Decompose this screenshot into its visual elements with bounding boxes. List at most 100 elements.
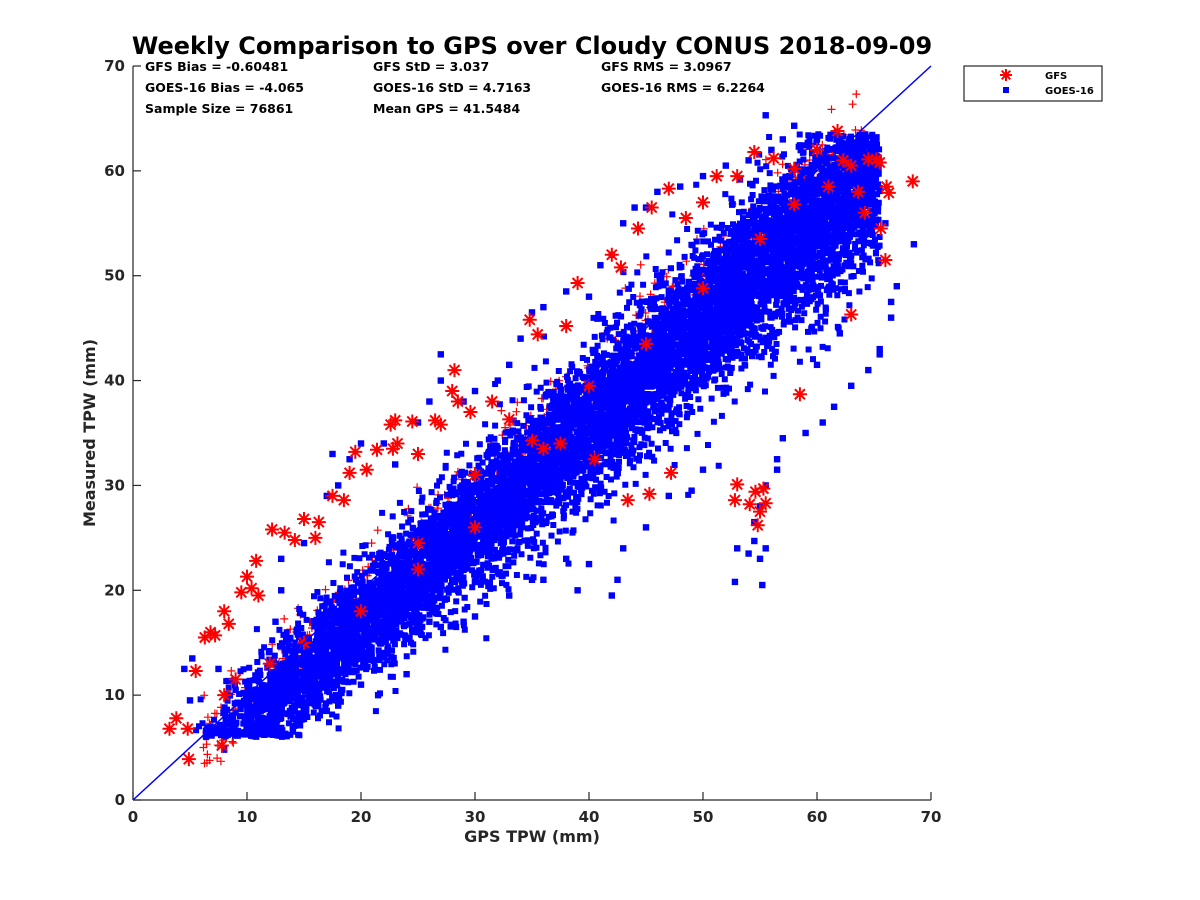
goes16-point [802,429,809,437]
goes16-point [759,581,766,589]
goes16-point [585,293,593,300]
goes16-point [528,576,536,583]
stats-block: GFS Bias = -0.60481 GFS StD = 3.037 GFS RM… [145,59,765,116]
gfs-point [851,184,866,199]
goes16-point [614,576,621,583]
stat-text: GOES-16 Bias = -4.065 [145,80,304,95]
gfs-point [844,307,859,322]
legend-gfs-marker [1000,69,1012,81]
goes16-point [620,220,627,227]
stat-text: GFS StD = 3.037 [373,59,489,74]
goes16-point [186,697,194,704]
goes16-point [300,686,308,694]
goes16-point [836,330,843,337]
goes16-point [232,686,239,694]
gfs-point [873,221,888,236]
x-tick-label: 0 [128,808,138,826]
goes16-point [506,361,513,369]
goes16-point [585,560,593,568]
goes16-point [300,539,308,547]
gfs-point [411,446,425,461]
goes16-cloud-markers [193,131,883,741]
goes16-point [745,550,752,557]
y-axis-label: Measured TPW (mm) [80,339,99,527]
goes16-point [762,112,769,119]
y-tick-label: 30 [104,476,125,494]
gfs-point [311,515,326,530]
x-tick-label: 20 [351,808,372,826]
goes16-point [221,746,228,753]
goes16-point [773,466,781,473]
gfs-point [262,656,277,671]
gfs-point [810,142,824,157]
gfs-point [696,281,710,296]
gfs-point [445,384,460,399]
gfs-point [240,569,254,584]
goes16-point [665,492,672,500]
goes16-point [642,524,650,531]
gfs-point [844,158,859,173]
gfs-point [502,412,517,427]
y-tick-label: 70 [104,57,125,75]
goes16-point [272,618,279,625]
gfs-point [411,562,425,577]
goes16-point [779,435,786,442]
goes16-point [471,387,479,395]
goes16-point [278,555,285,563]
goes16-point [437,377,444,384]
gfs-point [485,394,500,409]
goes16-point [654,188,661,196]
gfs-point [872,155,887,170]
goes16-point [329,450,336,458]
goes16-point [887,314,895,321]
stat-text: GFS Bias = -0.60481 [145,59,288,74]
gfs-point [559,319,574,334]
gfs-point [857,205,872,220]
gfs-point [162,721,177,736]
gfs-point [879,179,894,194]
gfs-point [753,232,767,247]
gfs-point [678,211,693,226]
gfs-point [750,518,765,533]
y-tick-label: 0 [115,791,125,809]
gfs-point [861,152,876,167]
y-tick-label: 40 [104,372,125,390]
goes16-point [335,482,342,489]
gfs-point [336,493,351,508]
legend-box [963,65,1103,102]
gfs-point [181,752,196,767]
gfs-point [405,414,420,429]
gfs-point [214,738,229,753]
gfs-point [221,616,236,631]
gfs-point [727,493,742,508]
gfs-point [758,496,773,511]
goes16-point [751,537,758,545]
gfs-point [792,387,807,402]
goes16-point [414,629,422,636]
goes16-point [189,655,196,662]
stat-text: GOES-16 StD = 4.7163 [373,80,531,95]
goes16-cloud [193,131,883,741]
goes16-point [494,377,501,384]
goes16-point [859,199,866,206]
gfs-point [342,465,357,480]
gfs-point [787,161,802,176]
gfs-point [522,312,537,327]
gfs-point [530,327,545,342]
legend: GFS GOES-16 [963,65,1103,102]
goes16-point [830,403,838,410]
goes16-point [848,151,855,159]
goes16-point [449,576,456,583]
gfs-point [631,221,646,236]
goes16-point [374,691,382,699]
gfs-point [582,378,596,393]
goes16-point [876,351,883,358]
goes16-point [893,283,900,290]
goes16-point [563,288,570,295]
gfs-point [297,511,311,526]
gfs-point [277,525,292,540]
gfs-point [730,477,745,492]
goes16-point [762,545,769,552]
goes16-point [574,587,581,594]
